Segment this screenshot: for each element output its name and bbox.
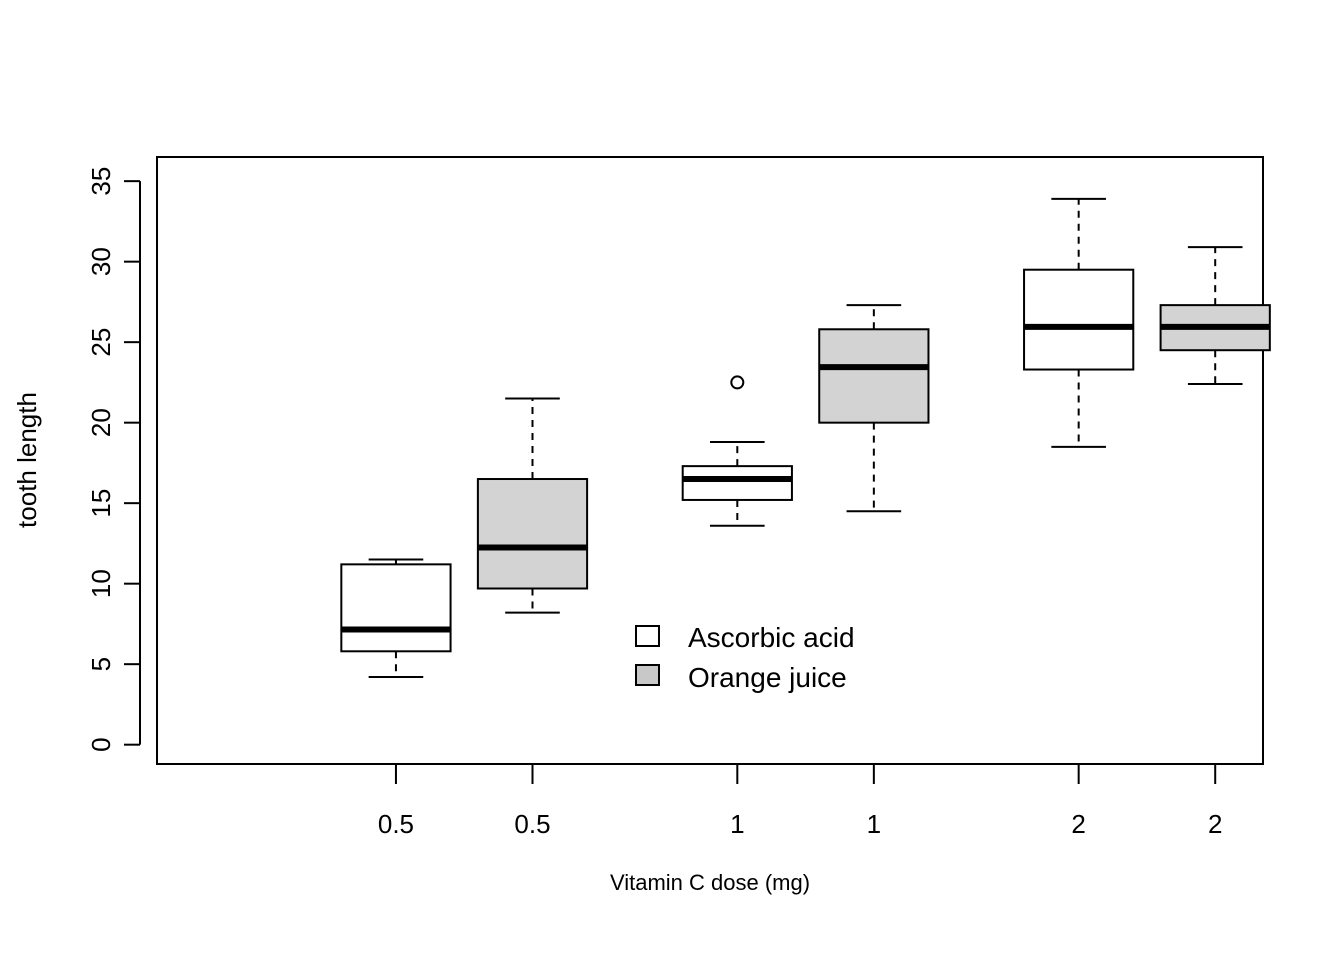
- y-tick-label: 35: [86, 167, 116, 196]
- outlier-point: [730, 375, 745, 390]
- x-tick-label: 2: [1071, 809, 1085, 839]
- x-axis: 0.5 0.5 1 1 2 2: [378, 764, 1222, 839]
- y-tick-label: 25: [86, 328, 116, 357]
- box-iqr: [818, 328, 930, 424]
- y-axis: 0 5 10 15 20 25 30 35: [86, 167, 141, 752]
- legend-swatch-orange: [635, 664, 660, 686]
- y-tick-label: 30: [86, 247, 116, 276]
- y-tick-label: 20: [86, 408, 116, 437]
- x-tick-label: 1: [730, 809, 744, 839]
- box-group: [340, 197, 1271, 679]
- y-tick-label: 5: [86, 657, 116, 671]
- box-iqr: [476, 478, 589, 590]
- x-tick-label: 1: [867, 809, 881, 839]
- y-tick-label: 10: [86, 569, 116, 598]
- box-2: [1159, 246, 1271, 386]
- y-axis-label: tooth length: [12, 392, 42, 528]
- legend-label-orange: Orange juice: [688, 662, 847, 693]
- y-tick-label: 0: [86, 737, 116, 751]
- box-2: [1023, 197, 1135, 448]
- x-axis-label: Vitamin C dose (mg): [610, 870, 810, 895]
- box-1: [681, 375, 793, 527]
- box-iqr: [1023, 268, 1135, 371]
- legend: Ascorbic acid Orange juice: [635, 622, 855, 693]
- box-0.5: [476, 397, 589, 614]
- x-tick-label: 2: [1208, 809, 1222, 839]
- x-tick-label: 0.5: [514, 809, 550, 839]
- plot-frame: [156, 156, 1264, 765]
- legend-label-ascorbic: Ascorbic acid: [688, 622, 855, 653]
- box-0.5: [340, 558, 452, 679]
- y-tick-label: 15: [86, 489, 116, 518]
- box-1: [818, 304, 930, 513]
- legend-swatch-ascorbic: [635, 625, 660, 647]
- x-tick-label: 0.5: [378, 809, 414, 839]
- box-iqr: [340, 563, 452, 653]
- box-iqr: [681, 465, 793, 501]
